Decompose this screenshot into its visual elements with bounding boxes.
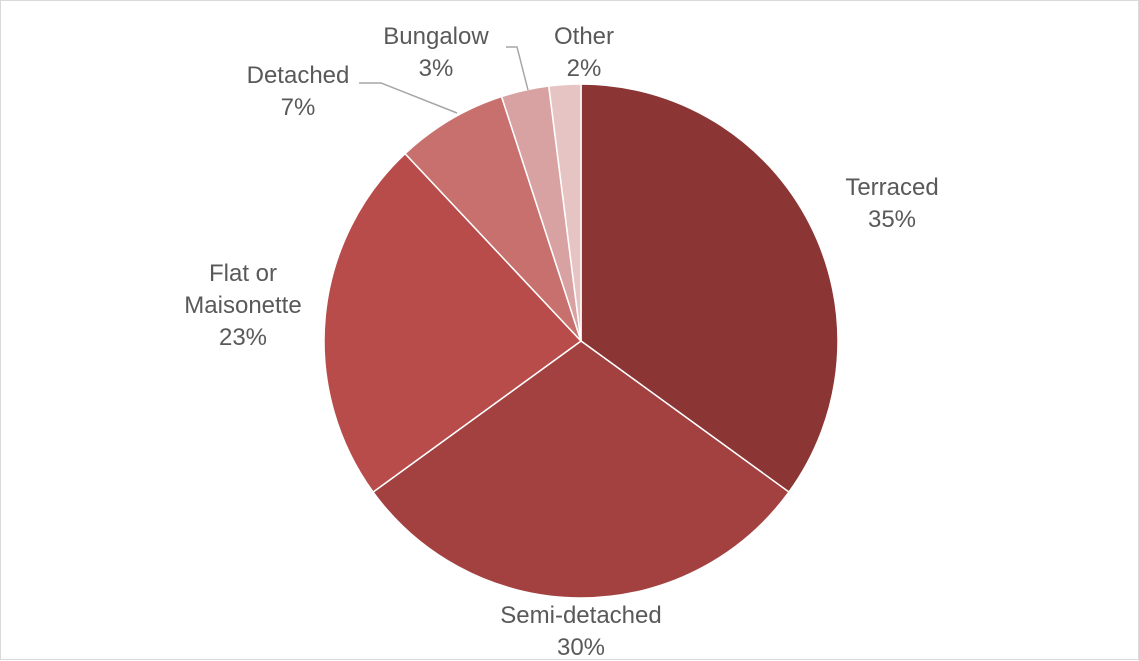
data-label-detached: Detached 7% bbox=[247, 62, 350, 121]
data-labels: Terraced 35% Semi-detached 30% Flat or Maison… bbox=[184, 23, 938, 661]
data-label-value: 35% bbox=[868, 206, 916, 233]
pie-slice-semi-detached bbox=[372, 340, 790, 599]
data-label-category: Terraced bbox=[845, 174, 938, 201]
pie-slice-terraced bbox=[580, 83, 839, 494]
leader-line-detached bbox=[359, 82, 458, 114]
pie-slice-flat-or-maisonette bbox=[323, 152, 583, 494]
pie-slice-detached bbox=[404, 95, 582, 342]
data-label-flat-or-maisonette: Flat or Maisonette 23% bbox=[184, 260, 301, 351]
pie-slices bbox=[323, 83, 839, 599]
data-label-semi-detached: Semi-detached 30% bbox=[500, 602, 661, 661]
data-label-terraced: Terraced 35% bbox=[845, 174, 938, 233]
data-label-bungalow: Bungalow 3% bbox=[383, 23, 489, 82]
data-label-category: Flat or bbox=[209, 260, 277, 287]
leader-lines bbox=[359, 46, 529, 114]
leader-line-bungalow bbox=[506, 46, 529, 91]
data-label-category: Bungalow bbox=[383, 23, 489, 50]
data-label-value: 2% bbox=[567, 55, 602, 82]
data-label-value: 7% bbox=[281, 94, 316, 121]
data-label-value: 30% bbox=[557, 634, 605, 661]
data-label-category: Semi-detached bbox=[500, 602, 661, 629]
data-label-value: 23% bbox=[219, 324, 267, 351]
pie-slice-other bbox=[547, 83, 582, 342]
data-label-category: Maisonette bbox=[184, 292, 301, 319]
data-label-other: Other 2% bbox=[554, 23, 614, 82]
data-label-category: Detached bbox=[247, 62, 350, 89]
data-label-value: 3% bbox=[419, 55, 454, 82]
data-label-category: Other bbox=[554, 23, 614, 50]
